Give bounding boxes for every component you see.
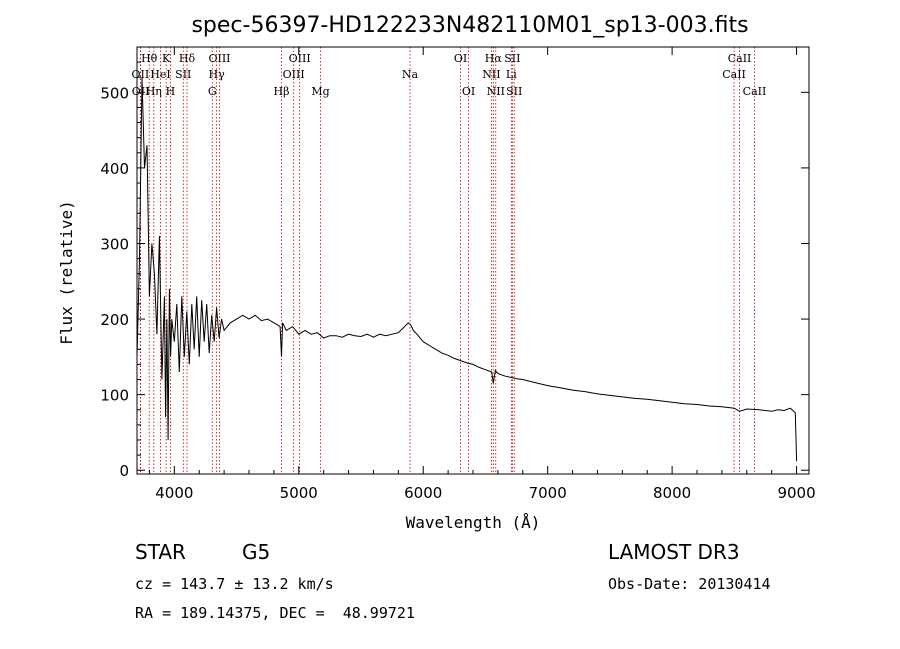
redshift-velocity: cz = 143.7 ± 13.2 km/s	[135, 575, 334, 593]
y-tick-label: 100	[100, 387, 129, 405]
x-tick-label: 4000	[155, 484, 193, 502]
spectral-line-label: Hγ	[209, 68, 226, 81]
spectral-line-label: NII	[487, 85, 505, 98]
spectral-line-label: OIII	[283, 68, 305, 81]
y-tick-label: 200	[100, 311, 129, 329]
x-tick-label: 6000	[404, 484, 442, 502]
observation-date: Obs-Date: 20130414	[608, 575, 771, 593]
spectral-line-label: SII	[175, 68, 191, 81]
survey-name: LAMOST DR3	[608, 540, 740, 564]
coordinates: RA = 189.14375, DEC = 48.99721	[135, 604, 415, 622]
spectral-line-label: SII	[504, 52, 520, 65]
spectral-line-label: Na	[402, 68, 419, 81]
spectral-line-label: G	[208, 85, 217, 98]
plot-frame	[136, 46, 810, 475]
object-class: STAR	[135, 540, 186, 564]
spectral-line-label: Hβ	[274, 85, 290, 98]
y-tick-label: 400	[100, 160, 129, 178]
spectral-line-label: OI	[454, 52, 467, 65]
flux-series-line	[136, 77, 798, 462]
spectral-line-label: CaII	[722, 68, 746, 81]
spectral-line-label: OIII	[208, 52, 230, 65]
spectral-line-label: Mg	[311, 85, 329, 98]
x-tick-label: 5000	[280, 484, 318, 502]
x-tick-label: 9000	[777, 484, 815, 502]
spectral-line-label: Hα	[485, 52, 503, 65]
spectral-line-label: Hδ	[179, 52, 196, 65]
y-tick-label: 500	[100, 84, 129, 102]
spectral-line-label: Hθ	[141, 52, 158, 65]
y-axis-label: Flux (relative)	[57, 200, 76, 345]
y-tick-label: 0	[119, 462, 129, 480]
spectral-line-label: HeI	[150, 68, 170, 81]
spectral-line-label: K	[162, 52, 171, 65]
spectral-line-label: H	[166, 85, 176, 98]
spectral-line-labels: OII OII Hθ Hη HeI K H SII Hδ G Hγ OIII Hβ OIII OIII Mg N…	[132, 52, 767, 98]
x-tick-label: 7000	[529, 484, 567, 502]
x-tick-label: 8000	[653, 484, 691, 502]
spectral-line-label: CaII	[728, 52, 752, 65]
axis-ticks: 4000 5000 6000 7000 8000 9000 0 100 200 300 400 500	[100, 47, 816, 502]
y-tick-label: 300	[100, 235, 129, 253]
spectral-line-markers	[139, 47, 755, 474]
spectral-line-label: OIII	[289, 52, 311, 65]
spectrum-chart: spec-56397-HD122233N482110M01_sp13-003.f…	[57, 13, 816, 532]
spectral-line-label: CaII	[743, 85, 767, 98]
spectral-line-label: SII	[506, 85, 522, 98]
chart-title: spec-56397-HD122233N482110M01_sp13-003.f…	[191, 13, 748, 38]
spectral-line-label: Hη	[146, 85, 162, 98]
spectral-line-label: OII	[132, 85, 150, 98]
spectral-line-label: OII	[132, 68, 150, 81]
spectral-line-label: NII	[482, 68, 500, 81]
spectral-line-label: OI	[462, 85, 475, 98]
spectral-line-label: Li	[506, 68, 517, 81]
spectral-subclass: G5	[242, 540, 271, 564]
x-axis-label: Wavelength (Å)	[406, 513, 541, 532]
